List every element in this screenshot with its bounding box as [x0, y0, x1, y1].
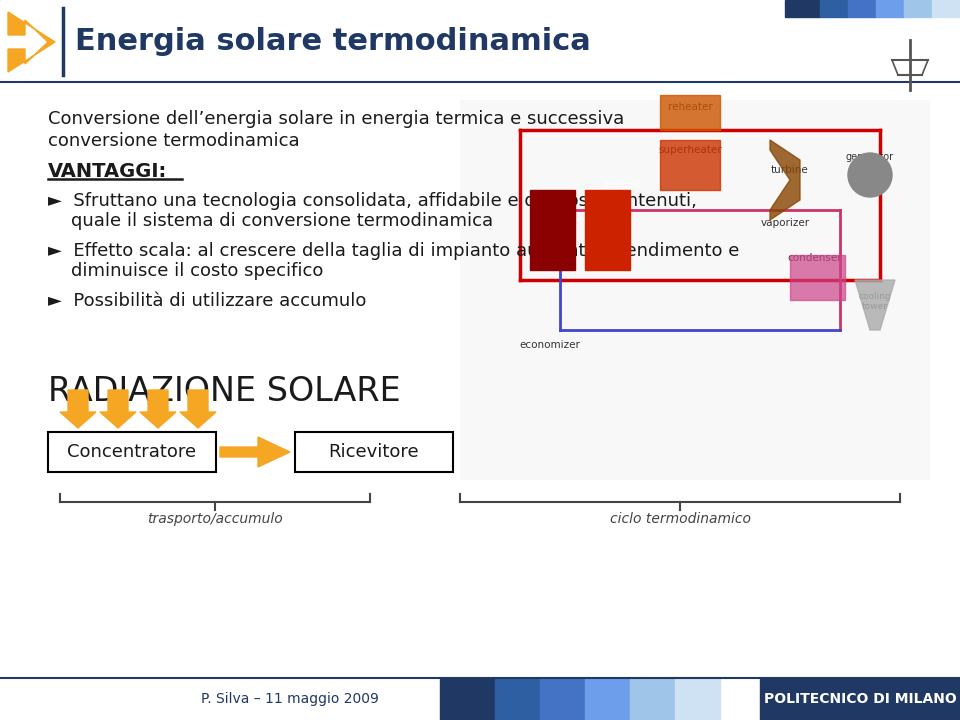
Text: ►  Effetto scala: al crescere della taglia di impianto aumenta il rendimento e: ► Effetto scala: al crescere della tagli…: [48, 242, 739, 260]
Text: RADIAZIONE SOLARE: RADIAZIONE SOLARE: [48, 375, 400, 408]
Text: ciclo termodinamico: ciclo termodinamico: [610, 512, 751, 526]
Text: reheater: reheater: [667, 102, 712, 112]
Bar: [904, 0, 932, 17]
Bar: [48, 432, 216, 472]
Polygon shape: [8, 12, 55, 72]
Text: VANTAGGI:: VANTAGGI:: [48, 162, 167, 181]
Text: Concentratore: Concentratore: [67, 443, 197, 461]
Text: cooling
tower: cooling tower: [858, 292, 892, 311]
Bar: [440, 679, 495, 720]
Bar: [760, 679, 960, 720]
Text: superheater: superheater: [659, 145, 722, 155]
Text: condenser: condenser: [788, 253, 842, 263]
Text: vaporizer: vaporizer: [760, 218, 809, 228]
Bar: [848, 0, 876, 17]
Text: conversione termodinamica: conversione termodinamica: [48, 132, 300, 150]
Circle shape: [848, 153, 892, 197]
Bar: [660, 95, 720, 130]
Text: quale il sistema di conversione termodinamica: quale il sistema di conversione termodin…: [48, 212, 493, 230]
Polygon shape: [60, 390, 96, 428]
Bar: [820, 0, 848, 17]
Bar: [630, 679, 675, 720]
Text: turbine: turbine: [771, 165, 809, 175]
Text: economizer: economizer: [519, 340, 581, 350]
Text: Conversione dell’energia solare in energia termica e successiva: Conversione dell’energia solare in energ…: [48, 110, 624, 128]
Polygon shape: [180, 390, 216, 428]
Bar: [460, 100, 930, 480]
Bar: [675, 679, 720, 720]
Text: P. Silva – 11 maggio 2009: P. Silva – 11 maggio 2009: [201, 692, 379, 706]
Bar: [495, 679, 540, 720]
Bar: [790, 255, 845, 300]
Text: Ricevitore: Ricevitore: [328, 443, 420, 461]
Polygon shape: [220, 437, 290, 467]
Bar: [295, 432, 453, 472]
Bar: [932, 0, 960, 17]
Text: ►  Sfruttano una tecnologia consolidata, affidabile e dai costi contenuti,: ► Sfruttano una tecnologia consolidata, …: [48, 192, 697, 210]
Text: trasporto/accumulo: trasporto/accumulo: [147, 512, 283, 526]
Text: storage: storage: [600, 180, 640, 190]
Polygon shape: [140, 390, 176, 428]
Bar: [585, 679, 630, 720]
Text: POLITECNICO DI MILANO: POLITECNICO DI MILANO: [763, 692, 956, 706]
Bar: [785, 0, 820, 17]
Polygon shape: [770, 140, 800, 220]
Bar: [530, 190, 575, 270]
Bar: [876, 0, 904, 17]
Text: Energia solare termodinamica: Energia solare termodinamica: [75, 27, 590, 56]
Text: diminuisce il costo specifico: diminuisce il costo specifico: [48, 262, 324, 280]
Bar: [660, 140, 720, 190]
Polygon shape: [855, 280, 895, 330]
Polygon shape: [100, 390, 136, 428]
Text: generator: generator: [846, 152, 894, 162]
Bar: [585, 190, 630, 270]
Text: ►  Possibilità di utilizzare accumulo: ► Possibilità di utilizzare accumulo: [48, 292, 367, 310]
Bar: [540, 679, 585, 720]
